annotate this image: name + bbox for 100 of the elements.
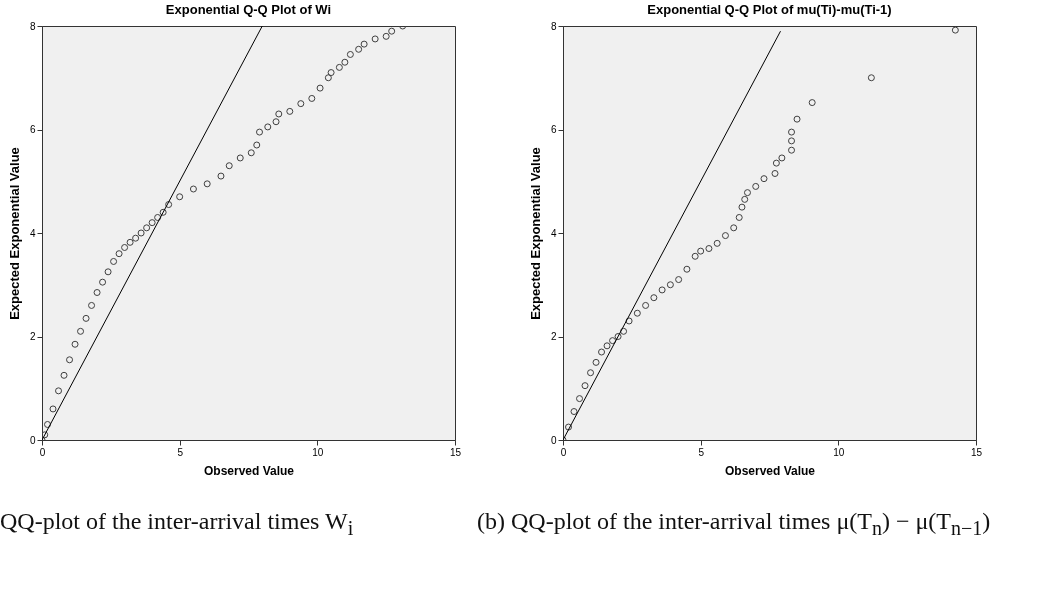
y-tick-label: 8 [29, 20, 36, 32]
point [581, 382, 589, 390]
point [159, 208, 167, 216]
x-tick-label: 15 [449, 446, 462, 458]
point [104, 268, 112, 276]
point [308, 94, 316, 102]
point [633, 309, 641, 317]
y-tick-label: 8 [550, 20, 557, 32]
point [683, 265, 691, 273]
point [327, 69, 335, 77]
point [778, 154, 786, 162]
point [324, 74, 332, 82]
point [236, 154, 244, 162]
point [247, 149, 255, 157]
point [143, 224, 151, 232]
y-tick-label: 0 [29, 434, 36, 446]
point [297, 100, 305, 108]
point [360, 40, 368, 48]
point [272, 118, 280, 126]
point [148, 219, 156, 227]
point [642, 301, 650, 309]
point [598, 348, 606, 356]
point [225, 162, 233, 170]
point [137, 229, 145, 237]
x-axis-title: Observed Value [724, 463, 816, 478]
y-tick-label: 0 [550, 434, 557, 446]
point [55, 387, 63, 395]
point [691, 252, 699, 260]
x-tick-label: 0 [560, 446, 567, 458]
point [565, 423, 573, 431]
y-tick-label: 6 [29, 124, 36, 135]
point [256, 128, 264, 136]
chart-title: Exponential Q-Q Plot of Wi [165, 2, 332, 17]
point [658, 286, 666, 294]
point [772, 159, 780, 167]
text: (b) QQ-plot of the inter-arrival times μ(T$_{n}$) − μ(T$_{n−1}$) [477, 507, 992, 541]
point [752, 182, 760, 190]
point [275, 110, 283, 118]
point [760, 175, 768, 183]
point [253, 141, 261, 149]
x-tick-label: 10 [312, 446, 324, 458]
point [165, 201, 173, 209]
point [713, 239, 721, 247]
x-tick-label: 15 [970, 446, 983, 458]
y-tick-label: 6 [550, 124, 557, 135]
point [788, 146, 796, 154]
point [88, 301, 96, 309]
text: QQ-plot of the inter-arrival times W$_{i}$ [0, 508, 354, 539]
point [697, 247, 705, 255]
point [44, 420, 52, 428]
point [132, 234, 140, 242]
point [735, 213, 743, 221]
point [176, 193, 184, 201]
point [771, 169, 779, 177]
point [66, 356, 74, 364]
y-tick-label: 2 [29, 331, 36, 342]
point [741, 195, 749, 203]
point [609, 337, 617, 345]
y-tick-label: 4 [550, 227, 557, 239]
point [346, 50, 354, 58]
point [388, 27, 396, 35]
x-axis-title: Observed Value [203, 463, 295, 478]
y-axis-title: Expected Exponential Value [527, 147, 543, 320]
point [705, 245, 713, 253]
y-axis-title: Expected Exponential Value [6, 147, 22, 320]
y-tick-label: 2 [550, 331, 557, 342]
point [77, 327, 85, 335]
point [189, 185, 197, 193]
point [60, 371, 68, 379]
point [867, 74, 875, 82]
x-tick-label: 10 [833, 446, 845, 458]
point [788, 137, 796, 145]
point [666, 281, 674, 289]
point [126, 238, 134, 246]
point [675, 276, 683, 284]
point [603, 342, 611, 350]
point [721, 232, 729, 240]
x-tick-label: 0 [39, 446, 46, 458]
point [71, 340, 79, 348]
point [316, 84, 324, 92]
point [788, 128, 796, 136]
point [355, 45, 363, 53]
point [341, 58, 349, 66]
point [951, 26, 959, 34]
point [576, 395, 584, 403]
chart-title: Exponential Q-Q Plot of mu(Ti)-mu(Ti-1) [647, 2, 892, 17]
point [99, 278, 107, 286]
point [154, 213, 162, 221]
point [625, 317, 633, 325]
x-tick-label: 5 [177, 446, 184, 458]
point [286, 107, 294, 115]
point [620, 327, 628, 335]
point [49, 405, 57, 413]
y-tick-label: 4 [29, 227, 36, 239]
point [793, 115, 801, 123]
point [382, 32, 390, 40]
point [335, 63, 343, 71]
point [42, 431, 49, 439]
point [115, 250, 123, 258]
point [570, 408, 578, 416]
